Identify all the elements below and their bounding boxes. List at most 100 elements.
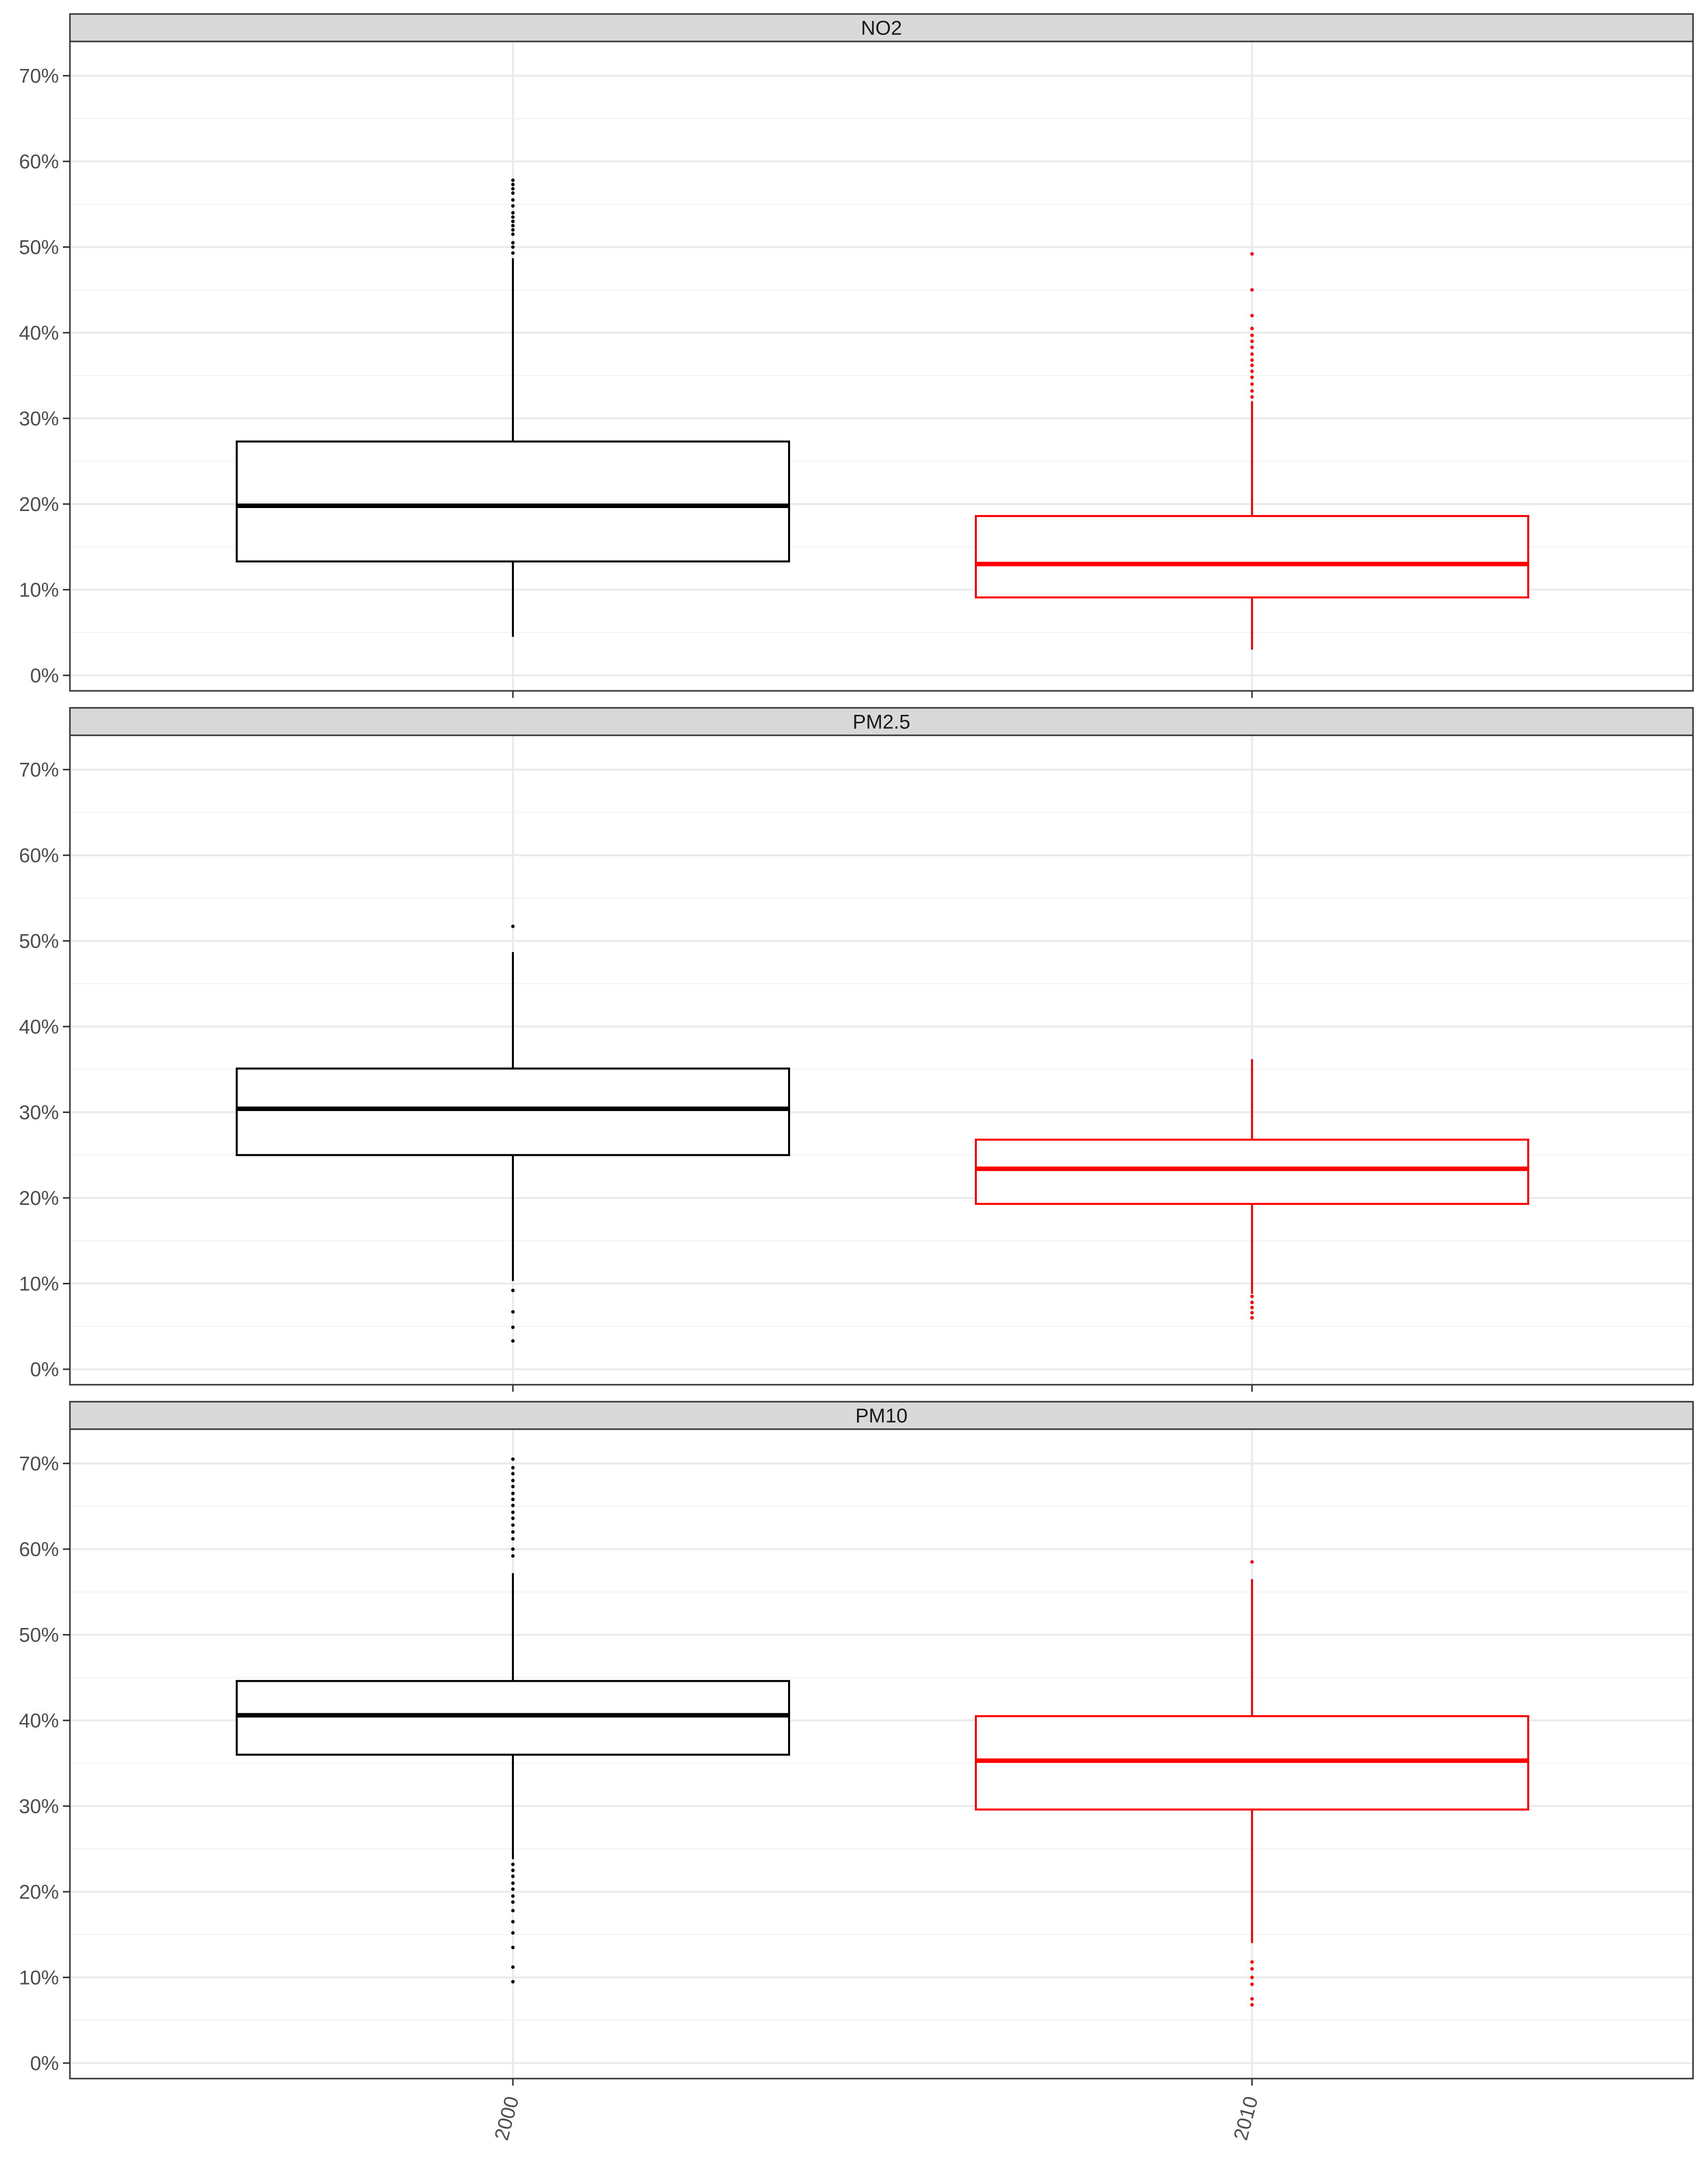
y-tick-label: 40% xyxy=(19,1710,59,1732)
outlier-point xyxy=(511,224,515,228)
outlier-point xyxy=(511,1498,515,1502)
box xyxy=(236,440,790,562)
outlier-point xyxy=(1250,339,1254,343)
y-tick-label: 0% xyxy=(30,2053,59,2075)
outlier-point xyxy=(1250,1300,1254,1304)
outlier-point xyxy=(511,1510,515,1514)
y-tick-label: 30% xyxy=(19,1102,59,1124)
y-tick-label: 70% xyxy=(19,1453,59,1475)
outlier-point xyxy=(1250,314,1254,318)
outlier-point xyxy=(511,1980,515,1984)
outlier-point xyxy=(511,182,515,186)
outlier-point xyxy=(1250,1982,1254,1986)
facet-strip-label: PM10 xyxy=(855,1405,908,1427)
outlier-point xyxy=(511,1894,515,1898)
outlier-point xyxy=(511,1504,515,1508)
outlier-point xyxy=(1250,326,1254,330)
y-tick-label: 70% xyxy=(19,65,59,87)
outlier-point xyxy=(1250,1967,1254,1971)
outlier-point xyxy=(511,1485,515,1489)
facet-panel: PM2.5 0% 10% 20% 30% 40% 50% 60% 70% xyxy=(19,707,1694,1392)
outlier-point xyxy=(511,211,515,215)
plot-background xyxy=(70,735,1693,1385)
outlier-point xyxy=(1250,1976,1254,1980)
outlier-point xyxy=(511,1523,515,1527)
y-tick-label: 20% xyxy=(19,494,59,516)
outlier-point xyxy=(1250,363,1254,367)
outlier-point xyxy=(511,1457,515,1461)
outlier-point xyxy=(511,228,515,232)
panel-border xyxy=(69,40,1694,692)
outlier-point xyxy=(1250,345,1254,349)
outlier-point xyxy=(511,1310,515,1314)
boxplot-2010 xyxy=(975,252,1529,650)
outlier-point xyxy=(511,191,515,195)
outlier-point xyxy=(511,1466,515,1470)
outlier-point xyxy=(1250,375,1254,379)
facet-strip xyxy=(69,13,1694,42)
outlier-point xyxy=(1250,358,1254,362)
facet-strip-label: NO2 xyxy=(861,17,902,39)
outlier-point xyxy=(1250,1960,1254,1964)
outlier-point xyxy=(511,1339,515,1343)
boxplot-2000 xyxy=(236,924,790,1343)
outlier-point xyxy=(511,219,515,223)
outlier-point xyxy=(511,1472,515,1476)
outlier-point xyxy=(511,1874,515,1878)
y-tick-label: 70% xyxy=(19,759,59,781)
outlier-point xyxy=(1250,1316,1254,1320)
outlier-point xyxy=(1250,1997,1254,2001)
y-tick-label: 40% xyxy=(19,322,59,344)
boxplot-2010 xyxy=(975,1560,1529,2007)
box xyxy=(236,1680,790,1756)
outlier-point xyxy=(511,1537,515,1541)
outlier-point xyxy=(511,251,515,255)
box xyxy=(975,1138,1529,1205)
outlier-point xyxy=(1250,333,1254,337)
outlier-point xyxy=(1250,288,1254,292)
outlier-point xyxy=(511,924,515,928)
y-tick-label: 30% xyxy=(19,1796,59,1818)
outlier-point xyxy=(511,1868,515,1872)
outlier-point xyxy=(511,1920,515,1924)
outlier-point xyxy=(511,1887,515,1891)
outlier-point xyxy=(511,1479,515,1483)
outlier-point xyxy=(511,1554,515,1558)
outlier-point xyxy=(511,204,515,208)
outlier-point xyxy=(1250,252,1254,256)
outlier-point xyxy=(511,241,515,245)
y-tick-label: 0% xyxy=(30,1359,59,1381)
y-tick-label: 20% xyxy=(19,1881,59,1903)
y-tick-label: 40% xyxy=(19,1016,59,1038)
outlier-point xyxy=(1250,382,1254,386)
y-tick-label: 10% xyxy=(19,1273,59,1295)
boxplot-2000 xyxy=(236,178,790,637)
outlier-point xyxy=(1250,1306,1254,1310)
facet-panel: NO2 0% 10% 20% 30% 40% 50% 60% 70% xyxy=(19,13,1694,698)
outlier-point xyxy=(511,1547,515,1551)
outlier-point xyxy=(1250,395,1254,399)
outlier-point xyxy=(511,178,515,182)
y-tick-label: 10% xyxy=(19,579,59,601)
box xyxy=(236,1068,790,1156)
panel-border xyxy=(69,1428,1694,2080)
y-tick-label: 50% xyxy=(19,237,59,259)
outlier-point xyxy=(511,1862,515,1866)
outlier-point xyxy=(511,1288,515,1292)
outlier-point xyxy=(1250,352,1254,356)
x-tick-label: 2000 xyxy=(490,2094,523,2143)
outlier-point xyxy=(511,187,515,191)
outlier-point xyxy=(1250,2003,1254,2007)
outlier-point xyxy=(511,215,515,219)
y-tick-label: 50% xyxy=(19,1624,59,1646)
outlier-point xyxy=(1250,389,1254,393)
y-tick-label: 0% xyxy=(30,665,59,687)
facet-strip-label: PM2.5 xyxy=(853,711,910,733)
box xyxy=(975,515,1529,598)
outlier-point xyxy=(1250,1294,1254,1298)
outlier-point xyxy=(511,1900,515,1904)
outlier-point xyxy=(1250,1560,1254,1564)
y-tick-label: 20% xyxy=(19,1187,59,1209)
